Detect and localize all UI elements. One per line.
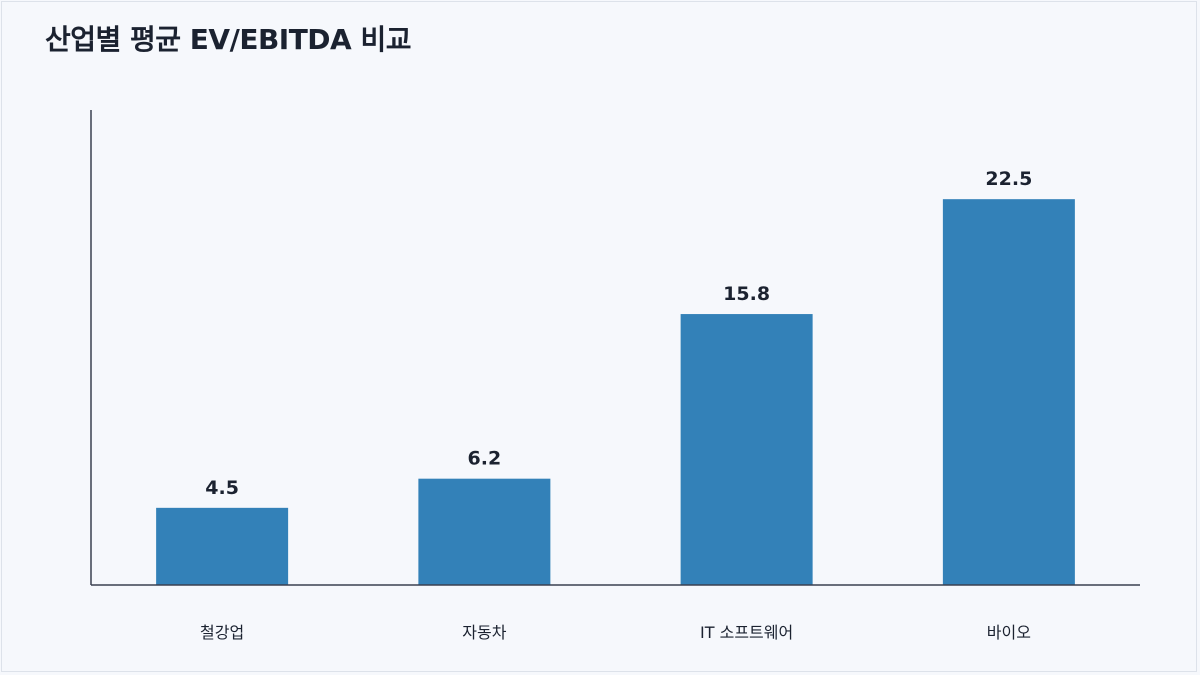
bar-1 bbox=[418, 478, 551, 585]
chart-title: 산업별 평균 EV/EBITDA 비교 bbox=[45, 23, 412, 56]
x-tick-label-3: 바이오 bbox=[987, 623, 1031, 642]
bar-2 bbox=[680, 314, 813, 585]
data-label-3: 22.5 bbox=[985, 168, 1032, 190]
data-label-0: 4.5 bbox=[205, 477, 239, 499]
x-tick-label-2: IT 소프트웨어 bbox=[700, 623, 793, 642]
bar-0 bbox=[156, 507, 289, 585]
bar-3 bbox=[942, 199, 1075, 585]
x-tick-label-0: 철강업 bbox=[200, 623, 244, 642]
x-tick-label-1: 자동차 bbox=[462, 623, 506, 642]
bar-series bbox=[156, 199, 1075, 585]
x-tick-labels: 철강업 자동차 IT 소프트웨어 바이오 bbox=[200, 623, 1031, 642]
data-label-1: 6.2 bbox=[468, 448, 502, 470]
data-labels: 4.5 6.2 15.8 22.5 bbox=[205, 168, 1032, 499]
data-label-2: 15.8 bbox=[723, 283, 770, 305]
